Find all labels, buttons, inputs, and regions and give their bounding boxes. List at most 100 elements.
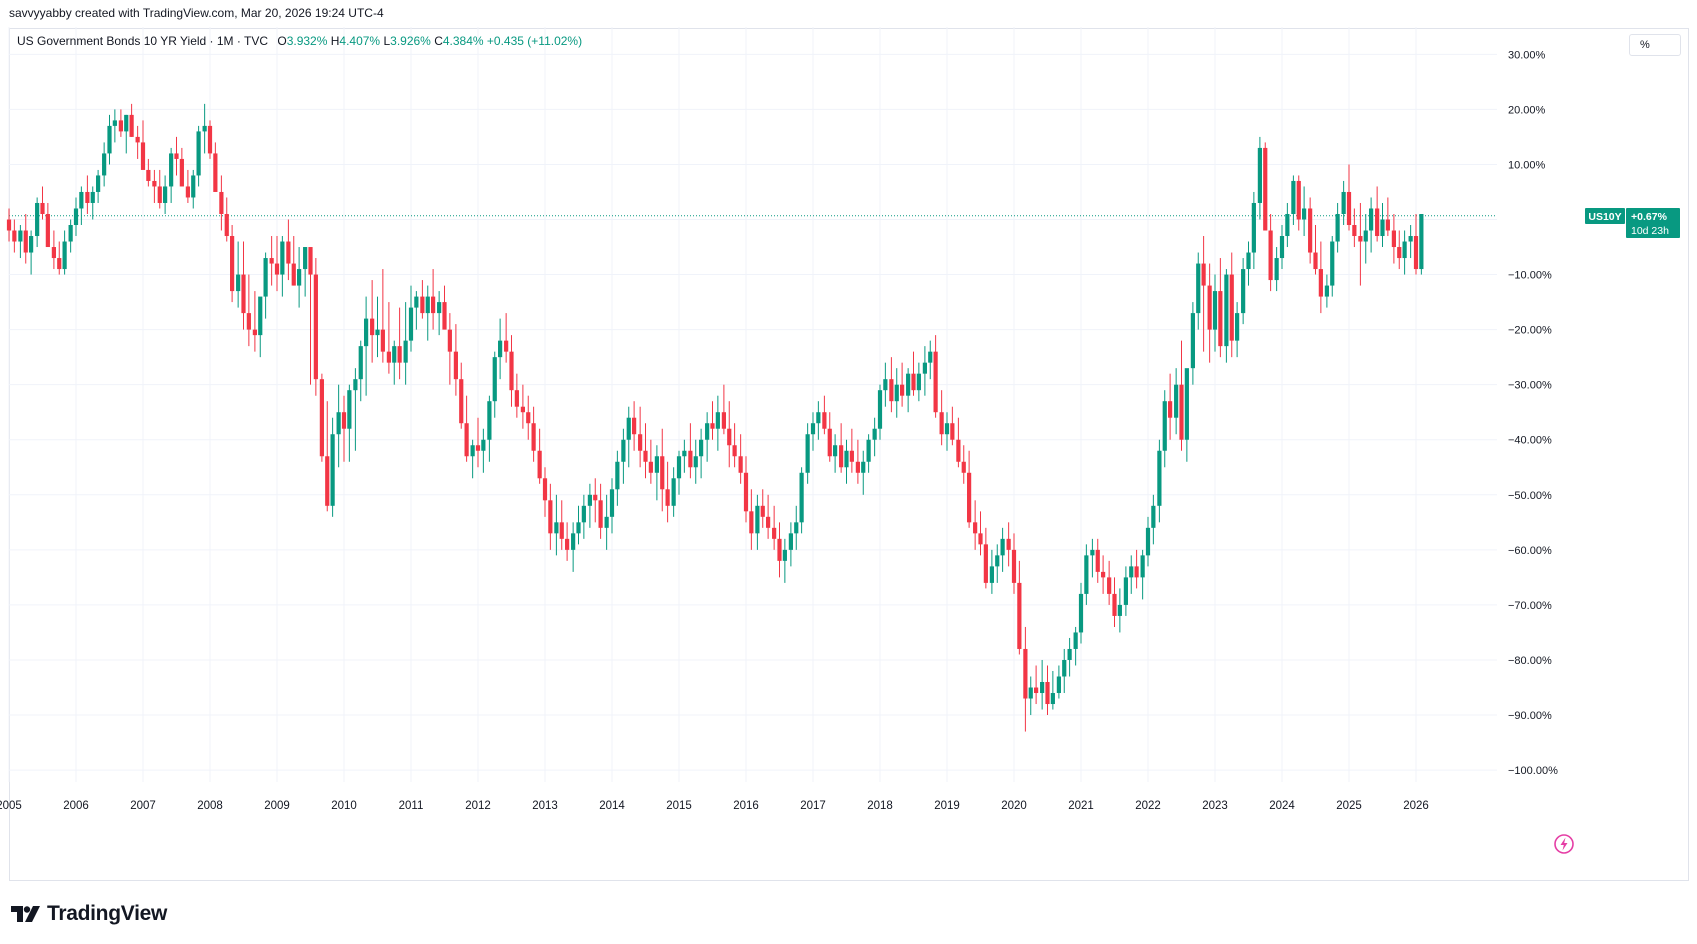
candle-body — [654, 456, 659, 473]
candle — [252, 291, 257, 352]
candle — [1279, 225, 1285, 270]
candle-body — [894, 384, 899, 402]
candle — [1358, 202, 1363, 286]
candle — [442, 285, 447, 330]
candle — [1335, 202, 1340, 253]
candle — [6, 208, 12, 242]
candle — [961, 445, 966, 484]
candle — [1123, 566, 1128, 616]
candle — [989, 549, 994, 594]
candle-body — [68, 225, 73, 242]
percent-scale-label: % — [1640, 39, 1650, 51]
candle-body — [380, 329, 385, 352]
candle-body — [604, 516, 609, 528]
candle-body — [1352, 225, 1357, 237]
candle — [648, 439, 653, 484]
candle — [392, 340, 397, 385]
candle-body — [1263, 147, 1268, 231]
candle-body — [297, 269, 302, 286]
candle-body — [983, 544, 988, 583]
candle-body — [202, 125, 207, 132]
candle-body — [916, 373, 921, 391]
candle — [1117, 588, 1122, 633]
candle-body — [581, 505, 586, 523]
candle — [219, 175, 224, 231]
candle — [475, 417, 481, 468]
x-tick-label: 2025 — [1336, 800, 1362, 812]
candle — [23, 213, 28, 264]
candle — [73, 197, 79, 237]
candle-body — [676, 456, 682, 479]
price-tag: US10Y +0.67% 10d 23h — [1585, 207, 1680, 238]
candle — [1330, 236, 1335, 297]
candle-body — [1162, 401, 1167, 451]
candle-body — [660, 456, 665, 490]
candle — [816, 401, 821, 440]
candle-body — [1279, 236, 1285, 259]
candle — [68, 219, 73, 253]
symbol-legend[interactable]: US Government Bonds 10 YR Yield · 1M · T… — [17, 34, 582, 48]
candle — [933, 335, 938, 418]
candle-body — [447, 329, 452, 352]
candle — [230, 225, 235, 303]
y-tick-label: 10.00% — [1508, 159, 1546, 171]
candle — [263, 252, 268, 319]
candle-body — [626, 417, 631, 440]
candle-body — [179, 158, 184, 187]
candle — [571, 522, 576, 572]
candle-body — [392, 346, 397, 363]
candle-body — [1084, 555, 1089, 594]
candle — [682, 439, 687, 473]
candle — [576, 505, 581, 545]
candle — [1084, 544, 1089, 605]
candle-body — [475, 445, 481, 451]
candle-body — [889, 379, 894, 402]
lightning-icon[interactable] — [1553, 833, 1575, 855]
candle-body — [721, 412, 726, 429]
candle — [1017, 560, 1022, 655]
candle-body — [1346, 191, 1352, 226]
candle-body — [1073, 632, 1078, 649]
price-tag-symbol-box — [1585, 207, 1625, 224]
candle-body — [777, 538, 782, 561]
tradingview-brand[interactable]: TradingView — [11, 902, 167, 925]
candle-body — [1045, 682, 1050, 705]
candle — [766, 494, 771, 539]
percent-scale-button[interactable]: % — [1629, 34, 1681, 56]
candle — [1251, 191, 1256, 270]
candle — [1391, 213, 1396, 264]
candle — [1067, 637, 1072, 677]
candle-body — [632, 417, 637, 435]
candle-body — [118, 120, 123, 132]
candle — [1229, 252, 1234, 358]
candle — [1274, 247, 1279, 292]
candle-body — [1408, 236, 1413, 242]
candle-body — [453, 351, 458, 380]
candle — [660, 428, 665, 512]
candle — [738, 434, 743, 484]
candle-body — [258, 296, 263, 336]
candle — [408, 285, 414, 352]
candle-body — [481, 439, 486, 451]
candle-body — [922, 362, 927, 374]
candle — [833, 434, 838, 473]
candle — [1363, 213, 1368, 264]
candle — [364, 296, 369, 396]
candle-body — [196, 131, 201, 176]
candle-body — [956, 439, 961, 462]
legend-high-value: 4.407% — [339, 34, 381, 48]
candle-body — [1224, 274, 1229, 347]
candle-body — [1174, 384, 1179, 418]
y-tick-label: −10.00% — [1508, 270, 1552, 282]
legend-change: +0.435 (+11.02%) — [486, 34, 583, 48]
candle — [12, 219, 17, 253]
candle-body — [866, 439, 871, 462]
candle — [18, 225, 23, 259]
candle — [715, 395, 720, 451]
candle — [380, 269, 385, 363]
candle-body — [766, 516, 771, 528]
candle — [1134, 549, 1139, 589]
candle-body — [1268, 230, 1273, 281]
candle-body — [587, 494, 592, 506]
